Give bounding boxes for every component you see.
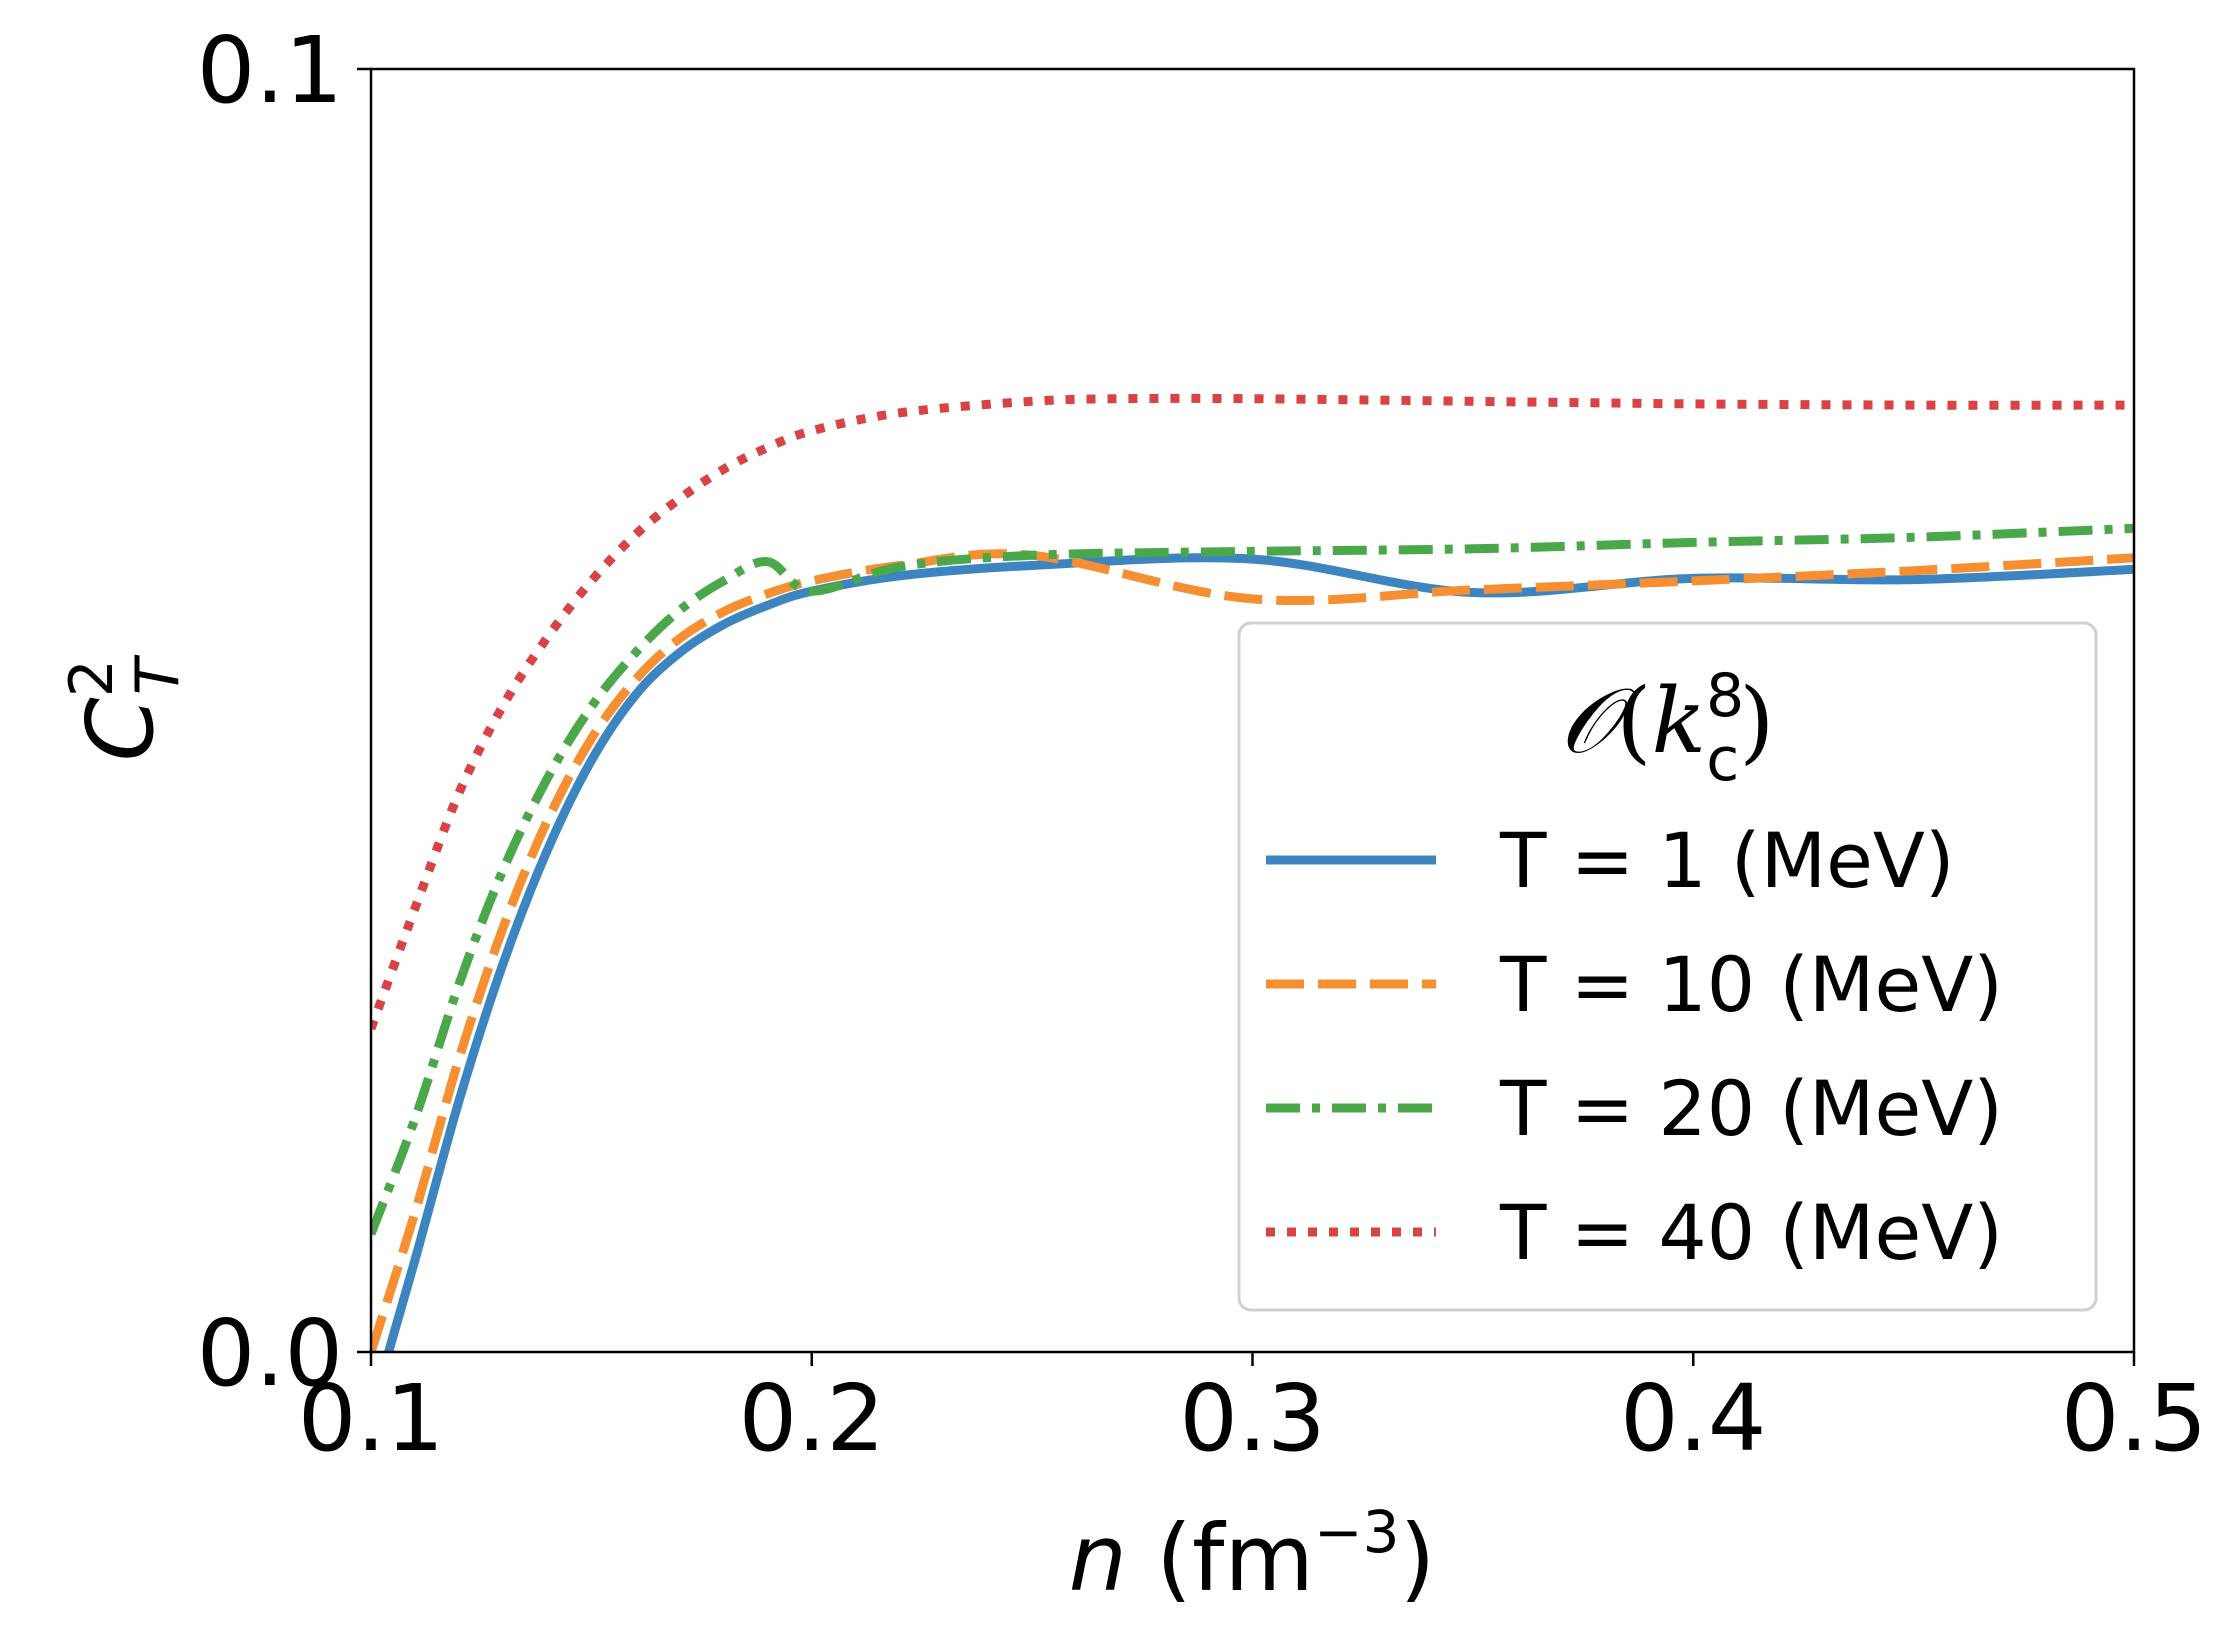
series-line-3 [371, 523, 2134, 1236]
y-tick-label: 0.0 [197, 1300, 343, 1407]
legend-title-open: ( [1616, 669, 1651, 774]
series-layer [371, 393, 2134, 1352]
legend-title-close: ) [1739, 669, 1774, 774]
x-tick-label: 0.2 [739, 1365, 885, 1472]
x-axis-label-close: ) [1400, 1505, 1436, 1612]
y-axis-label: C2T [57, 654, 193, 761]
legend-entries: T = 1 (MeV) T = 10 (MeV) T = 20 (MeV) T = 4… [1266, 816, 2003, 1277]
y-axis-ticks: 0.0 0.1 [197, 17, 371, 1407]
svg-text:C2T: C2T [57, 654, 193, 761]
legend-title: 𝒪(k8 c) [1560, 661, 1775, 795]
legend-label-1: T = 1 (MeV) [1499, 816, 1955, 905]
legend-title-superscript: 8 [1706, 661, 1744, 731]
y-axis-label-base: C [67, 697, 174, 761]
y-axis-label-superscript: 2 [57, 659, 127, 697]
x-axis-ticks: 0.1 0.2 0.3 0.4 0.5 [298, 1352, 2207, 1472]
legend-title-subscript: c [1706, 725, 1739, 795]
x-tick-label: 0.5 [2061, 1365, 2207, 1472]
y-tick-label: 0.1 [197, 17, 343, 124]
x-tick-label: 0.3 [1179, 1365, 1325, 1472]
legend-title-var: k [1651, 669, 1706, 774]
x-axis-label-var: n [1069, 1505, 1127, 1612]
x-tick-label: 0.4 [1620, 1365, 1766, 1472]
legend-label-4: T = 40 (MeV) [1499, 1188, 2003, 1277]
x-tick-label: 0.1 [298, 1365, 444, 1472]
x-axis-label-unit: (fm [1127, 1505, 1314, 1612]
y-axis-label-subscript: T [123, 654, 193, 695]
x-axis-label: n (fm−3) [1069, 1498, 1436, 1612]
legend: 𝒪(k8 c) T = 1 (MeV) T = 10 (MeV) T = 20 (Me… [1237, 621, 2098, 1312]
x-axis-label-exponent: −3 [1314, 1498, 1400, 1566]
legend-box [1237, 621, 2098, 1312]
legend-label-3: T = 20 (MeV) [1499, 1064, 2003, 1153]
series-line-4 [371, 393, 2134, 1031]
legend-label-2: T = 10 (MeV) [1499, 940, 2003, 1029]
